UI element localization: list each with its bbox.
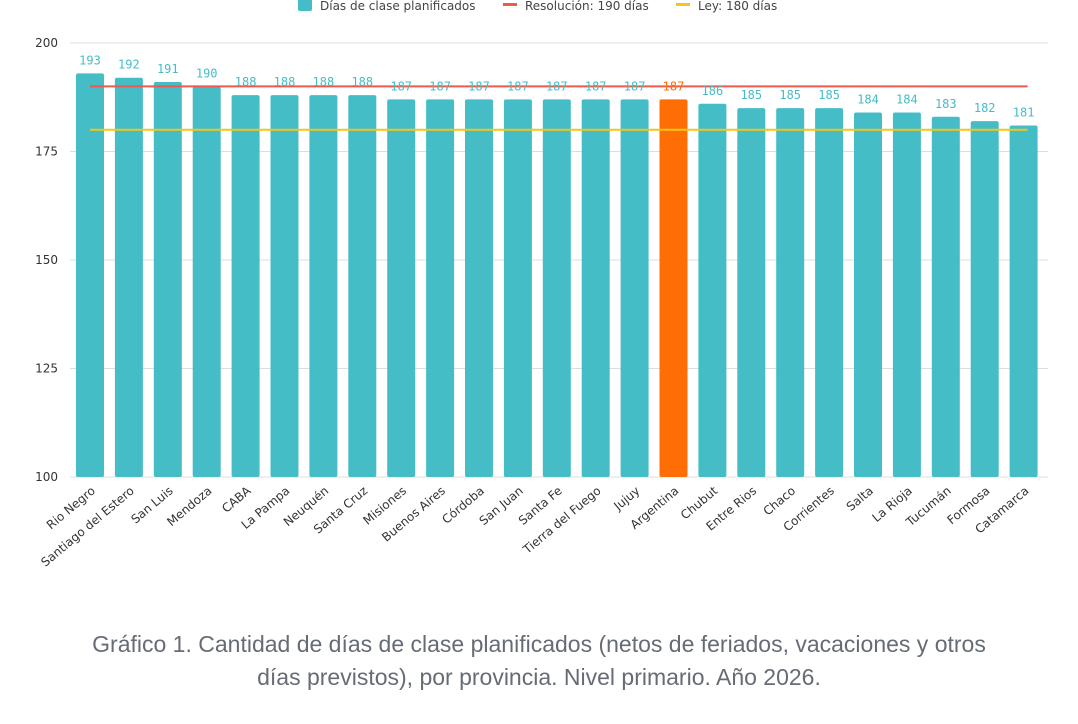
data-label: 185 [818, 88, 840, 102]
y-tick-label: 150 [35, 253, 58, 267]
data-label: 185 [779, 88, 801, 102]
bar-chart: 100 125 150 175 200 193 192 191 190 188 188 188 188… [35, 0, 1048, 569]
legend: Días de clase planificados Resolución: 19… [298, 0, 777, 13]
reference-lines [90, 85, 1028, 131]
data-label: 182 [974, 101, 996, 115]
bar [659, 99, 688, 478]
bar [348, 95, 377, 477]
caption-line-1: Gráfico 1. Cantidad de días de clase pla… [92, 631, 986, 657]
data-label: 187 [468, 79, 490, 93]
bar [114, 77, 143, 477]
data-label: 190 [196, 66, 218, 80]
bar [620, 99, 649, 478]
bar [1009, 125, 1038, 478]
chart-caption: Gráfico 1. Cantidad de días de clase pla… [20, 628, 1058, 694]
data-label: 184 [857, 92, 879, 106]
y-tick-label: 100 [35, 470, 58, 484]
bar [970, 121, 999, 478]
bar [776, 108, 805, 477]
data-label: 187 [624, 79, 646, 93]
data-label: 181 [1013, 105, 1035, 119]
y-tick-label: 200 [35, 36, 58, 50]
legend-swatch [298, 0, 312, 11]
data-label: 187 [390, 79, 412, 93]
data-label: 191 [157, 62, 179, 76]
data-label: 188 [351, 75, 373, 89]
bar [426, 99, 455, 478]
data-label: 187 [585, 79, 607, 93]
bar [76, 73, 104, 477]
data-label: 186 [702, 84, 724, 98]
data-label: 193 [79, 53, 101, 67]
bar [737, 108, 766, 477]
legend-swatch [503, 3, 517, 6]
data-label: 188 [235, 75, 257, 89]
y-axis-ticks: 100 125 150 175 200 [35, 36, 58, 484]
bar [892, 112, 921, 477]
bar [231, 95, 260, 477]
y-tick-label: 175 [35, 145, 58, 159]
data-label: 187 [507, 79, 529, 93]
bar [309, 95, 338, 477]
data-label: 187 [546, 79, 568, 93]
bar [192, 86, 221, 478]
data-label: 188 [313, 75, 335, 89]
data-label: 184 [896, 92, 918, 106]
data-label: 187 [429, 79, 451, 93]
data-labels: 193 192 191 190 188 188 188 188 187 187 187 187 187 1… [79, 53, 1034, 119]
bar [270, 95, 299, 477]
bar [698, 103, 727, 477]
x-tick-label: Salta [844, 484, 876, 514]
data-label: 187 [663, 79, 685, 93]
bar [854, 112, 882, 477]
x-tick-label: CABA [219, 483, 254, 515]
bar [581, 99, 610, 478]
x-tick-label: Jujuy [610, 484, 642, 514]
bar [465, 99, 493, 478]
data-label: 192 [118, 58, 140, 72]
bar [931, 116, 960, 477]
legend-label: Ley: 180 días [698, 0, 777, 13]
legend-label: Días de clase planificados [320, 0, 476, 13]
data-label: 185 [740, 88, 762, 102]
bar [815, 108, 844, 477]
bar [542, 99, 571, 478]
data-label: 183 [935, 97, 957, 111]
bar [387, 99, 416, 478]
legend-swatch [676, 3, 690, 6]
bar [153, 82, 182, 477]
y-tick-label: 125 [35, 362, 58, 376]
caption-line-2: días previstos), por provincia. Nivel pr… [257, 664, 821, 690]
data-label: 188 [274, 75, 296, 89]
bar [503, 99, 532, 478]
legend-label: Resolución: 190 días [525, 0, 649, 13]
bars [76, 73, 1038, 478]
